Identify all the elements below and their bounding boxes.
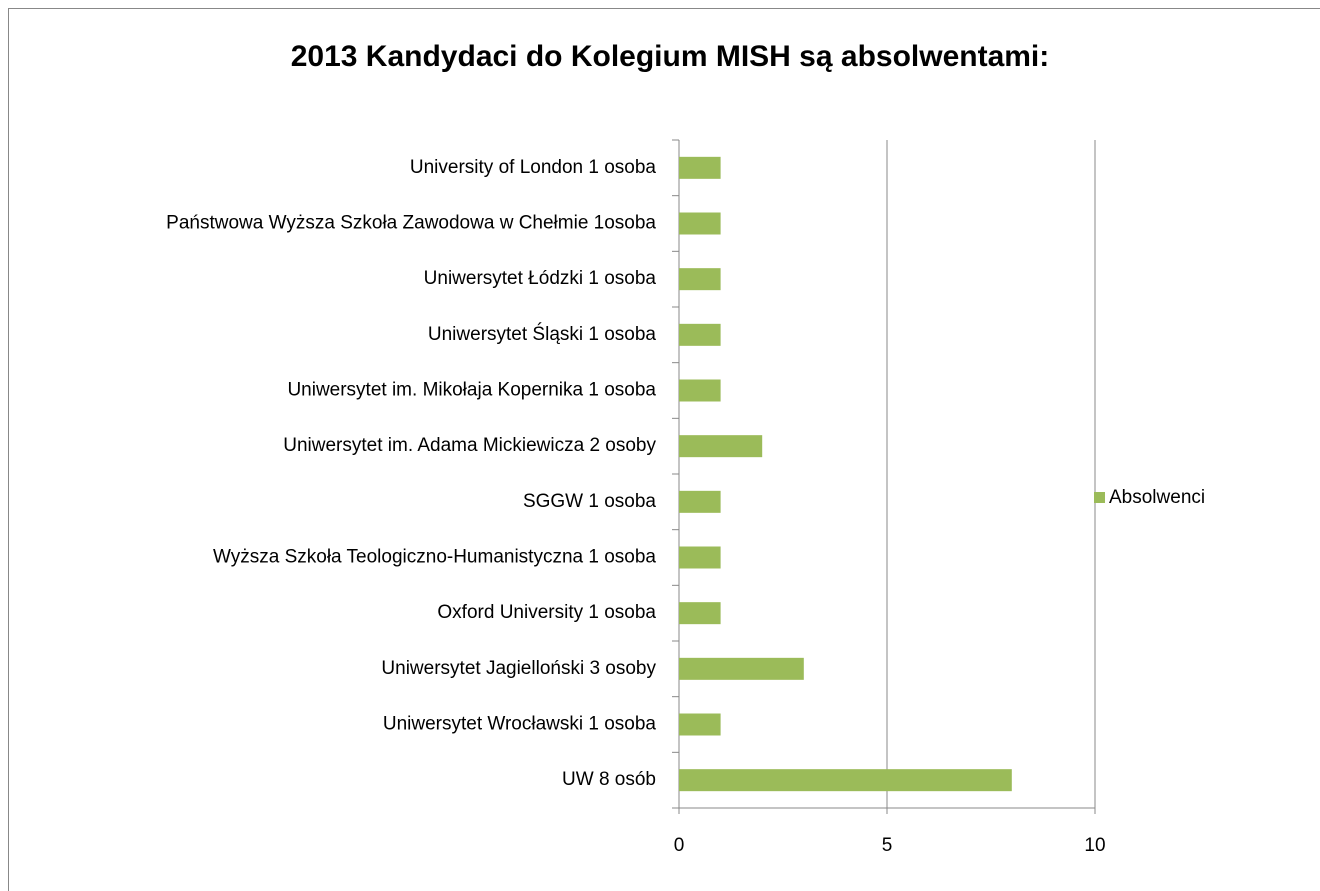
y-tick-label: UW 8 osób <box>562 769 656 790</box>
bar <box>679 323 721 346</box>
y-tick-label: Uniwersytet Łódzki 1 osoba <box>424 268 657 289</box>
y-tick-label: Uniwersytet im. Mikołaja Kopernika 1 oso… <box>287 380 656 401</box>
y-tick-label: Wyższa Szkoła Teologiczno-Humanistyczna … <box>213 547 656 568</box>
bar <box>679 379 721 402</box>
bar <box>679 713 721 736</box>
bar <box>679 490 721 513</box>
legend-label: Absolwenci <box>1109 487 1205 508</box>
y-tick-label: University of London 1 osoba <box>410 157 657 178</box>
bar <box>679 156 721 179</box>
x-tick-label: 0 <box>674 835 685 856</box>
y-tick-label: Uniwersytet Śląski 1 osoba <box>428 323 657 345</box>
y-tick-label: Oxford University 1 osoba <box>437 602 656 623</box>
y-tick-label: Uniwersytet Jagielloński 3 osoby <box>381 658 656 679</box>
legend-swatch <box>1094 492 1105 503</box>
y-tick-label: Państwowa Wyższa Szkoła Zawodowa w Chełm… <box>166 213 656 234</box>
bar <box>679 212 721 235</box>
bar <box>679 435 763 458</box>
bar <box>679 602 721 625</box>
bar <box>679 769 1012 792</box>
bar <box>679 268 721 291</box>
x-tick-label: 10 <box>1084 835 1105 856</box>
bar <box>679 657 804 680</box>
y-tick-label: Uniwersytet Wrocławski 1 osoba <box>383 714 657 735</box>
x-tick-label: 5 <box>882 835 893 856</box>
y-tick-label: SGGW 1 osoba <box>523 491 656 512</box>
chart-frame <box>8 8 1320 891</box>
chart-title: 2013 Kandydaci do Kolegium MISH są absol… <box>291 40 1050 73</box>
y-tick-label: Uniwersytet im. Adama Mickiewicza 2 osob… <box>283 435 656 456</box>
bar <box>679 546 721 569</box>
